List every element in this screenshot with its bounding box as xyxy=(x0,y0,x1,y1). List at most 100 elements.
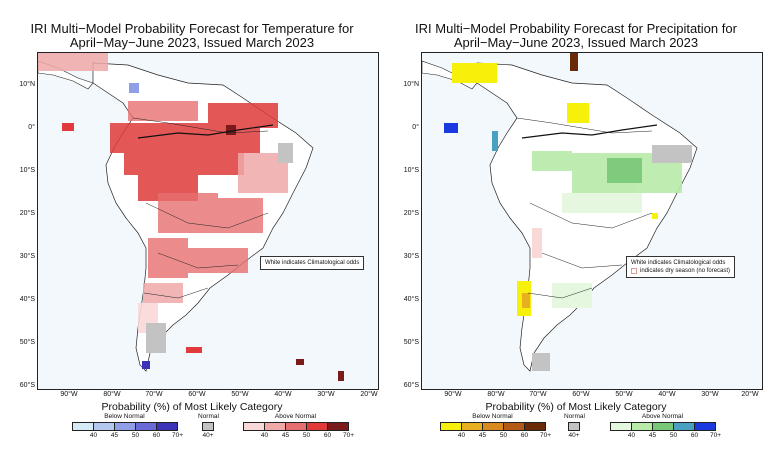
legend-tick: 50 xyxy=(302,432,311,439)
below-normal-label: Below Normal xyxy=(104,413,145,420)
lat-label-10n: 10°N xyxy=(403,81,419,88)
lat-label-50s: 50°S xyxy=(19,339,35,346)
legend-tick: 45 xyxy=(281,432,290,439)
lat-label-60s: 60°S xyxy=(403,382,419,389)
legend-swatch-below-70 xyxy=(524,422,546,431)
legend-tick: 60 xyxy=(520,432,529,439)
lon-label-90w: 90°W xyxy=(60,391,78,398)
lon-label-20w: 20°W xyxy=(741,391,759,398)
lon-label-40w: 40°W xyxy=(658,391,676,398)
legend-tick: 50 xyxy=(499,432,508,439)
legend-swatch-below-70 xyxy=(156,422,178,431)
normal-label: Normal xyxy=(564,413,585,420)
legend-tick: 50 xyxy=(131,432,140,439)
lon-label-60w: 60°W xyxy=(572,391,590,398)
temperature-title-line2: April−May−June 2023, Issued March 2023 xyxy=(69,35,315,50)
legend-tick: 45 xyxy=(648,432,657,439)
lon-label-30w: 30°W xyxy=(701,391,719,398)
legend-swatch-above-50 xyxy=(285,422,307,431)
precipitation-title-line2: April−May−June 2023, Issued March 2023 xyxy=(453,35,699,50)
legend-tick: 40 xyxy=(627,432,636,439)
precipitation-title: IRI Multi−Model Probability Forecast for… xyxy=(384,22,768,50)
temperature-title-line1: IRI Multi−Model Probability Forecast for… xyxy=(30,21,354,36)
legend-tick: 70+ xyxy=(709,432,722,439)
temperature-legend-title: Probability (%) of Most Likely Category xyxy=(101,401,283,413)
legend-swatch-below-40 xyxy=(440,422,462,431)
lat-label-60s: 60°S xyxy=(19,382,35,389)
dry-season-swatch xyxy=(631,268,637,274)
lon-label-30w: 30°W xyxy=(317,391,335,398)
precipitation-note-line2: indicates dry season (no forecast) xyxy=(640,268,731,274)
legend-tick: 40+ xyxy=(202,432,214,439)
temperature-panel: IRI Multi−Model Probability Forecast for… xyxy=(0,22,384,439)
legend-swatch-below-45 xyxy=(93,422,115,431)
legend-tick: 40 xyxy=(457,432,466,439)
legend-swatch-below-45 xyxy=(461,422,483,431)
lon-label-20w: 20°W xyxy=(360,391,378,398)
lon-label-60w: 60°W xyxy=(188,391,206,398)
legend-swatch-normal xyxy=(568,422,580,431)
precipitation-note-box: White indicates Climatological odds indi… xyxy=(626,256,736,278)
lon-label-50w: 50°W xyxy=(231,391,249,398)
normal-label: Normal xyxy=(198,413,219,420)
lat-label-20s: 20°S xyxy=(19,210,35,217)
above-normal-label: Above Normal xyxy=(274,413,317,420)
legend-tick: 60 xyxy=(323,432,332,439)
legend-tick: 50 xyxy=(669,432,678,439)
lon-label-70w: 70°W xyxy=(145,391,163,398)
lon-label-80w: 80°W xyxy=(103,391,121,398)
lat-label-30s: 30°S xyxy=(19,253,35,260)
legend-tick: 40+ xyxy=(568,432,580,439)
legend-swatch-above-45 xyxy=(264,422,286,431)
temperature-map xyxy=(37,52,379,390)
lat-label-30s: 30°S xyxy=(403,253,419,260)
temperature-note-box: White indicates Climatological odds xyxy=(260,256,365,270)
temperature-note-text: White indicates Climatological odds xyxy=(265,260,360,266)
legend-tick: 70+ xyxy=(171,432,184,439)
legend-tick: 70+ xyxy=(342,432,355,439)
legend-tick: 45 xyxy=(478,432,487,439)
legend-swatch-below-40 xyxy=(72,422,94,431)
legend-swatch-above-70 xyxy=(694,422,716,431)
lon-label-50w: 50°W xyxy=(615,391,633,398)
lat-label-10s: 10°S xyxy=(403,167,419,174)
legend-swatch-above-40 xyxy=(243,422,265,431)
lat-label-50s: 50°S xyxy=(403,339,419,346)
legend-swatch-normal xyxy=(202,422,214,431)
precipitation-map xyxy=(421,52,763,390)
temperature-title: IRI Multi−Model Probability Forecast for… xyxy=(0,22,384,50)
legend-swatch-above-50 xyxy=(652,422,674,431)
legend-swatch-above-45 xyxy=(631,422,653,431)
legend-tick: 45 xyxy=(110,432,119,439)
legend-swatch-below-50 xyxy=(114,422,136,431)
legend-tick: 40 xyxy=(260,432,269,439)
legend-tick: 60 xyxy=(152,432,161,439)
legend-swatch-above-40 xyxy=(610,422,632,431)
legend-swatch-below-50 xyxy=(482,422,504,431)
above-normal-label: Above Normal xyxy=(641,413,684,420)
lon-label-80w: 80°W xyxy=(487,391,505,398)
legend-swatch-below-60 xyxy=(503,422,525,431)
below-normal-label: Below Normal xyxy=(472,413,513,420)
precipitation-legend-title: Probability (%) of Most Likely Category xyxy=(485,401,667,413)
precipitation-note-line1: White indicates Climatological odds xyxy=(631,260,726,266)
above-normal-shading xyxy=(110,103,278,201)
lat-label-10n: 10°N xyxy=(19,81,35,88)
legend-swatch-below-60 xyxy=(135,422,157,431)
lat-label-40s: 40°S xyxy=(403,296,419,303)
lon-label-90w: 90°W xyxy=(444,391,462,398)
legend-swatch-above-60 xyxy=(306,422,328,431)
legend-swatch-above-60 xyxy=(673,422,695,431)
lat-label-0: 0° xyxy=(412,124,419,131)
south-america-landmass xyxy=(476,62,698,372)
lat-label-40s: 40°S xyxy=(19,296,35,303)
precipitation-panel: IRI Multi−Model Probability Forecast for… xyxy=(384,0,768,465)
lon-label-40w: 40°W xyxy=(274,391,292,398)
precipitation-title-line1: IRI Multi−Model Probability Forecast for… xyxy=(415,21,737,36)
lat-label-0: 0° xyxy=(28,124,35,131)
legend-tick: 40 xyxy=(89,432,98,439)
lat-label-10s: 10°S xyxy=(19,167,35,174)
lat-label-20s: 20°S xyxy=(403,210,419,217)
legend-tick: 60 xyxy=(690,432,699,439)
legend-tick: 70+ xyxy=(539,432,552,439)
